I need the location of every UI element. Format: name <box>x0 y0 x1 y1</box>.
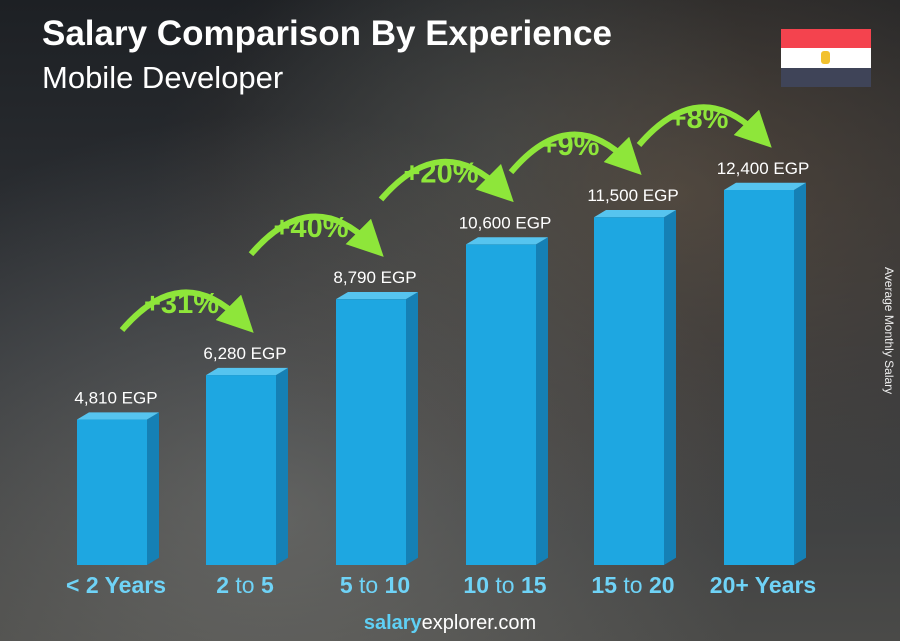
bar-side <box>406 291 418 565</box>
change-arrow <box>248 213 384 257</box>
category-part: to <box>489 572 521 598</box>
footer-brand[interactable]: salaryexplorer.com <box>0 612 900 635</box>
brand-bold: salary <box>363 612 422 634</box>
category-part: 10 <box>463 572 489 598</box>
bar-side <box>536 237 548 566</box>
change-arrow <box>119 289 254 333</box>
bar-top <box>594 210 676 218</box>
brand-rest: explorer <box>421 612 493 634</box>
value-label: 4,810 EGP <box>74 389 157 408</box>
change-arrow <box>636 104 772 148</box>
bar <box>77 419 147 565</box>
bar-side <box>664 210 676 565</box>
bar-side <box>147 412 159 565</box>
value-label: 12,400 EGP <box>717 159 810 178</box>
category-label: < 2 Years <box>66 572 166 598</box>
change-label: +8% <box>670 103 729 135</box>
bar <box>466 244 536 565</box>
chart-title: Salary Comparison By Experience <box>42 14 612 53</box>
category-part: 15 <box>521 572 547 598</box>
change-label: +40% <box>274 212 349 244</box>
bar <box>724 190 794 565</box>
bar-top <box>77 412 159 420</box>
category-part: < 2 Years <box>66 572 166 598</box>
category-part: to <box>229 572 261 598</box>
change-arrow <box>378 158 514 203</box>
chart-subtitle: Mobile Developer <box>42 60 284 95</box>
category-part: 15 <box>591 572 617 598</box>
value-label: 11,500 EGP <box>587 186 678 205</box>
category-part: 2 <box>216 572 229 598</box>
category-part: 5 <box>340 572 353 598</box>
bar-top <box>466 237 548 245</box>
category-part: to <box>617 572 649 598</box>
change-label: +31% <box>144 288 219 320</box>
bar <box>336 299 406 565</box>
value-label: 6,280 EGP <box>203 344 286 363</box>
bar-side <box>794 182 806 566</box>
brand-domain: .com <box>492 612 537 634</box>
category-label: 20+ Years <box>710 572 816 598</box>
category-part: 10 <box>385 572 411 598</box>
bar-top <box>206 367 288 376</box>
category-label: 10 to 15 <box>463 572 546 598</box>
value-label: 8,790 EGP <box>333 268 416 287</box>
category-part: 20+ Years <box>710 572 816 598</box>
category-label: 2 to 5 <box>216 572 274 598</box>
bar-top <box>336 291 418 300</box>
category-part: 5 <box>261 572 274 598</box>
egypt-flag-icon <box>781 29 871 87</box>
category-label: 15 to 20 <box>591 572 674 598</box>
bar <box>206 375 276 565</box>
change-label: +9% <box>541 130 600 162</box>
change-label: +20% <box>404 157 479 189</box>
bar-top <box>724 182 806 190</box>
category-part: to <box>353 572 385 598</box>
change-arrow <box>508 131 642 176</box>
bar-side <box>276 367 288 565</box>
bar <box>594 217 664 565</box>
value-label: 10,600 EGP <box>459 213 552 232</box>
category-label: 5 to 10 <box>340 572 410 598</box>
category-part: 20 <box>649 572 675 598</box>
